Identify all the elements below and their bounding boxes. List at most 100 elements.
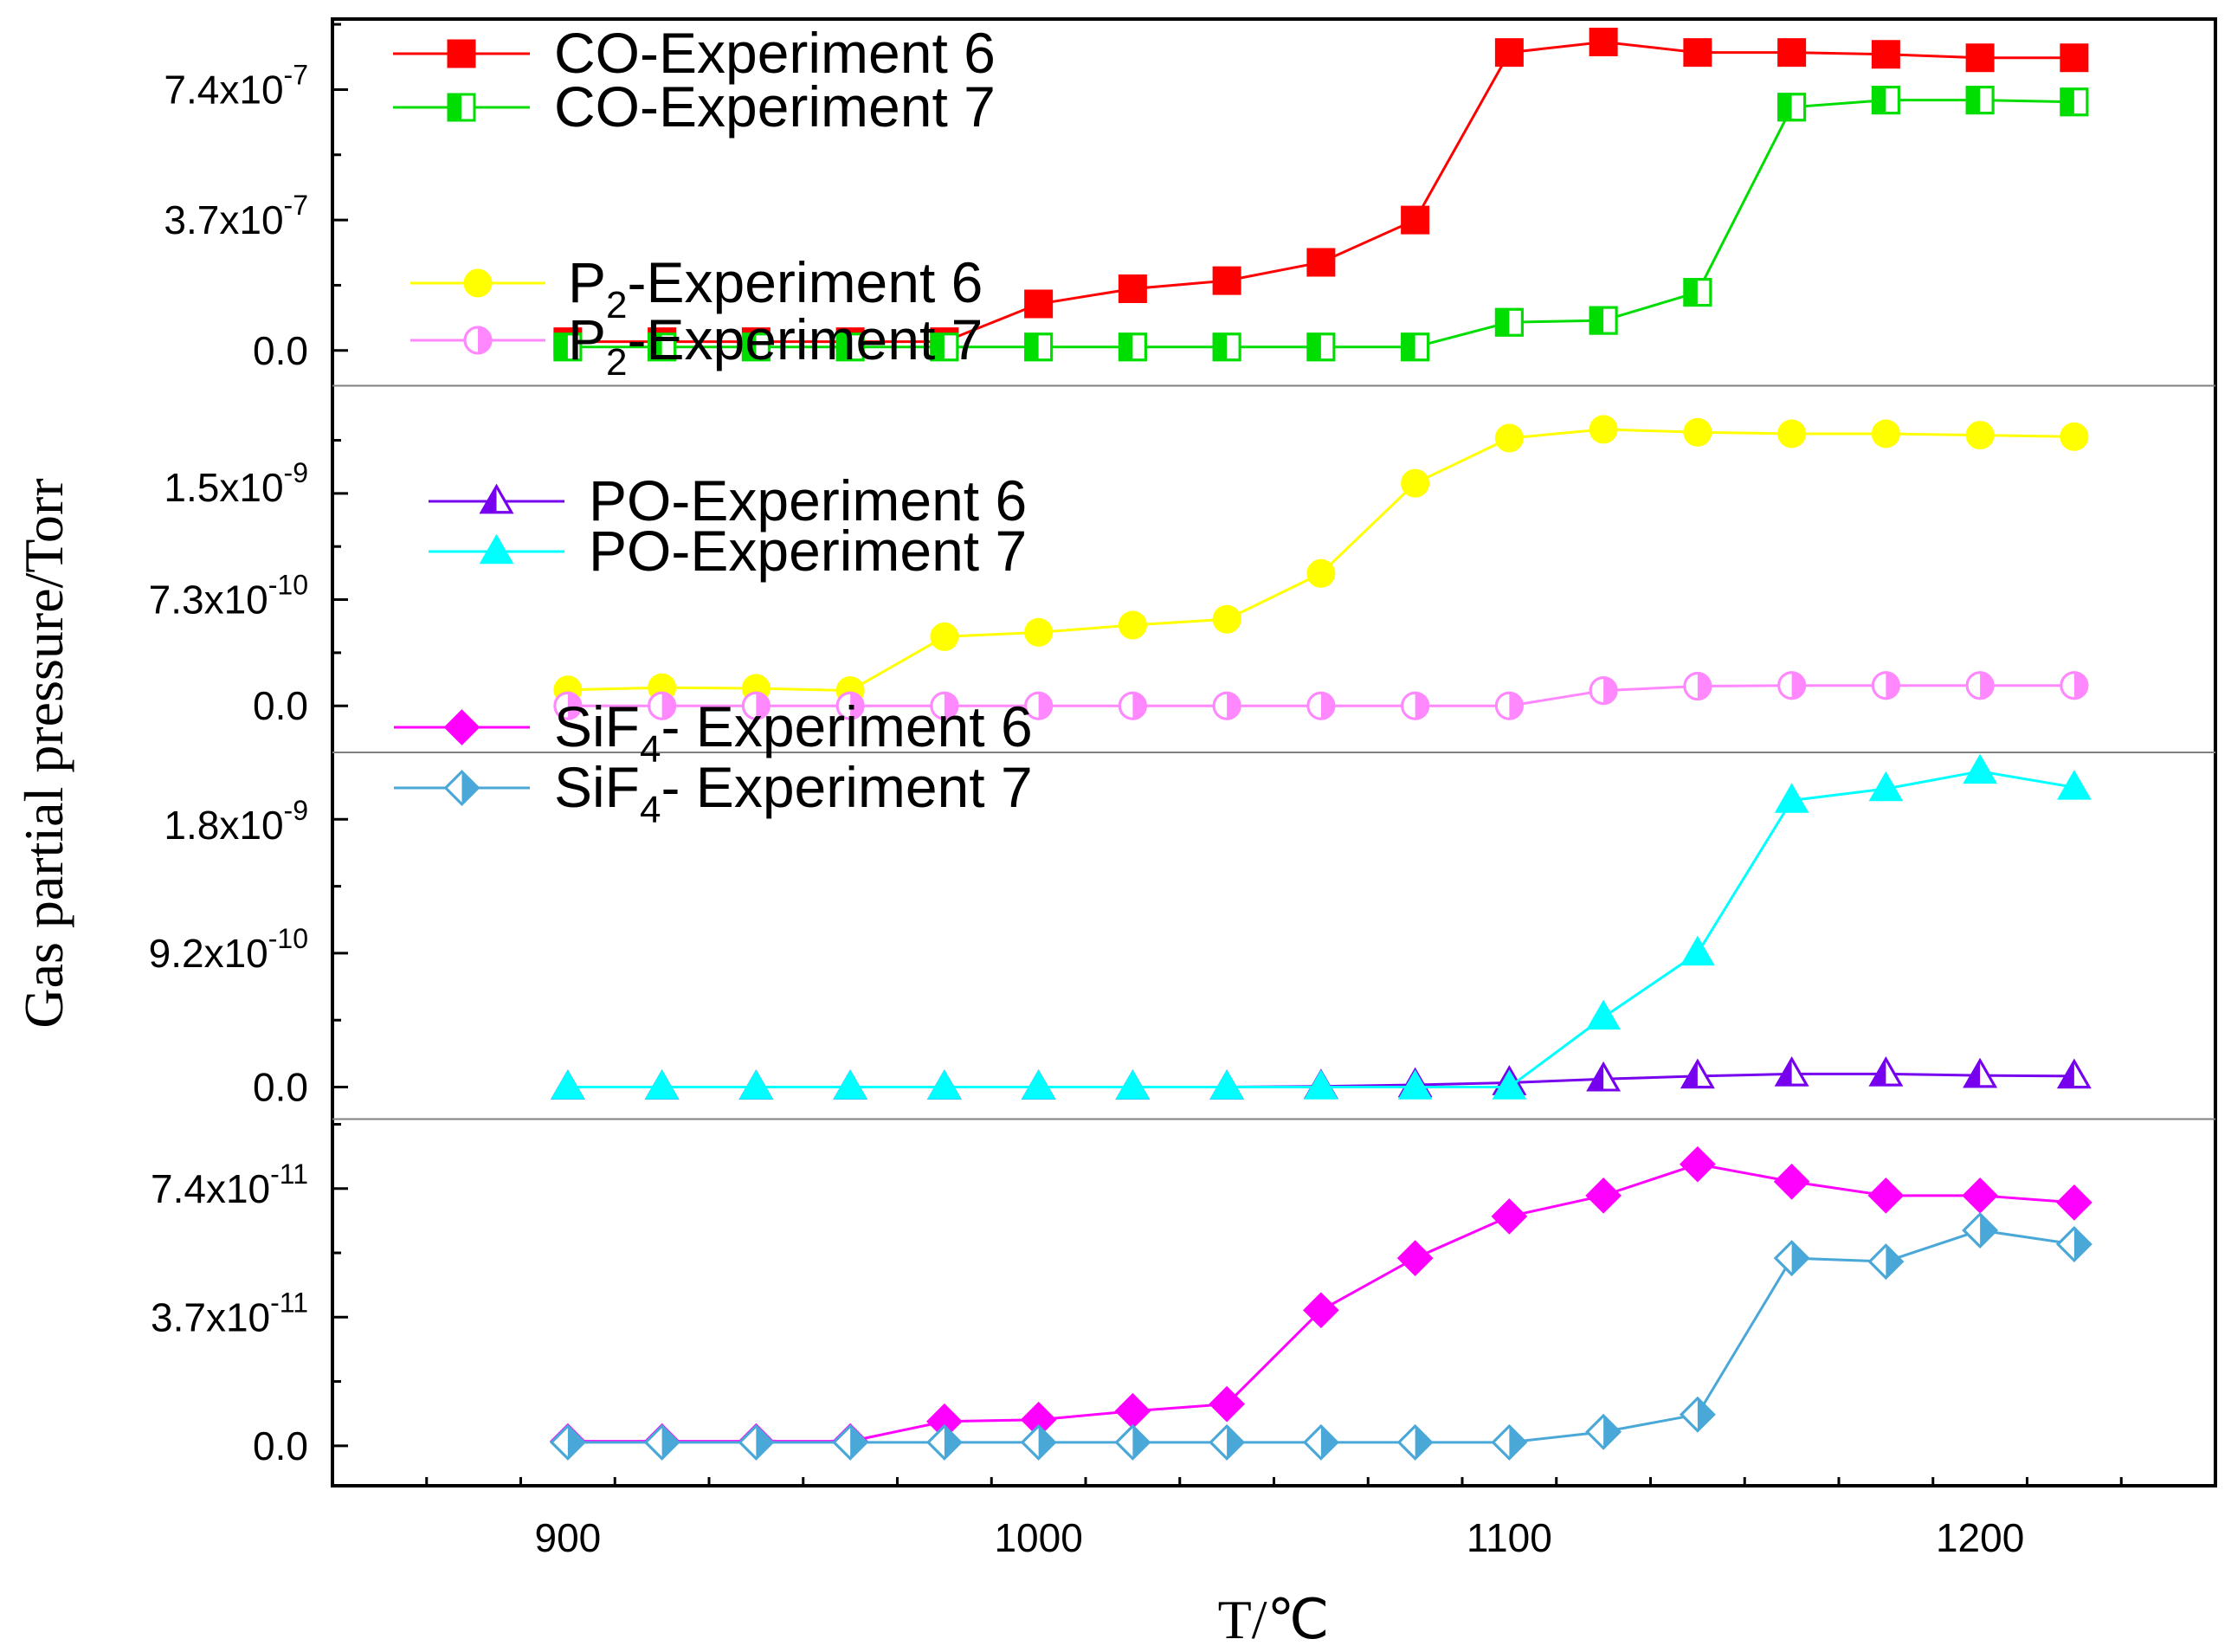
marker-shape: [1492, 1069, 1527, 1100]
x-tick-label: 1000: [994, 1515, 1082, 1560]
data-point: [1212, 604, 1241, 634]
legend-text: CO-Experiment 7: [554, 74, 996, 139]
data-point: [832, 1423, 869, 1461]
y-tick-label: 7.3x10-10: [149, 570, 308, 623]
marker-half-fill: [1873, 87, 1886, 113]
y-tick-exponent: -9: [284, 795, 308, 826]
marker-outline: [1585, 1413, 1622, 1450]
marker-shape: [1401, 205, 1430, 235]
y-tick-label: 1.8x10-9: [164, 795, 308, 848]
data-point: [1024, 617, 1054, 647]
marker-shape: [1304, 1069, 1338, 1100]
data-point: [1867, 1177, 1905, 1214]
marker-half-fill: [1980, 672, 1994, 699]
marker-outline: [1118, 332, 1147, 362]
marker-outline: [930, 332, 959, 362]
data-point: [1492, 1069, 1527, 1100]
marker-outline: [930, 691, 959, 720]
legend-text-rest: - Experiment 6: [661, 694, 1032, 758]
marker-shape: [1397, 1069, 1433, 1100]
marker-shape: [2057, 770, 2092, 800]
data-point: [1118, 274, 1147, 304]
legend-text: P: [568, 250, 606, 314]
data-point: [1963, 753, 1997, 784]
data-point: [1589, 306, 1618, 335]
marker-half-fill: [1227, 693, 1241, 720]
marker-outline: [1777, 93, 1807, 122]
marker-outline: [1963, 1057, 1997, 1088]
marker-half-fill: [756, 693, 770, 720]
data-point: [643, 1423, 680, 1461]
marker-shape: [1963, 753, 1997, 784]
data-point: [833, 1069, 867, 1100]
legend-label: SiF4- Experiment 6: [554, 694, 1033, 771]
marker-outline: [2060, 87, 2089, 117]
y-tick-label: 0.0: [253, 683, 308, 728]
marker-shape: [1868, 771, 1904, 802]
data-point: [553, 332, 583, 362]
marker-half-fill: [1509, 693, 1523, 720]
legend-marker: [443, 770, 480, 806]
data-point: [1024, 289, 1054, 319]
data-point: [1306, 558, 1336, 588]
marker-outline: [1396, 1423, 1434, 1461]
marker-half-fill: [1307, 333, 1321, 360]
marker-half-fill: [1119, 333, 1133, 360]
marker-outline: [550, 1423, 586, 1461]
legend-text: SiF: [554, 755, 640, 819]
marker-shape: [1680, 1145, 1716, 1183]
marker-half-fill: [1791, 672, 1805, 699]
marker-outline: [1965, 86, 1995, 115]
data-point: [1871, 671, 1900, 700]
data-point: [835, 691, 865, 720]
marker-half-fill: [2060, 88, 2074, 115]
marker-shape: [1871, 40, 1900, 69]
marker-shape: [447, 39, 476, 68]
data-point: [1867, 1243, 1905, 1280]
marker-outline: [553, 332, 583, 362]
marker-shape: [551, 1069, 585, 1100]
data-point: [1494, 423, 1524, 453]
data-point: [926, 1423, 963, 1461]
marker-shape: [1212, 266, 1241, 295]
marker-shape: [1118, 274, 1147, 304]
marker-shape: [2060, 43, 2089, 73]
marker-shape: [1965, 421, 1995, 450]
marker-outline: [1118, 691, 1147, 720]
marker-outline: [1491, 1423, 1528, 1461]
data-point: [1868, 771, 1904, 802]
y-tick-exponent: -11: [270, 1287, 308, 1318]
legends: CO-Experiment 6CO-Experiment 7 P2-Experim…: [393, 21, 1033, 831]
data-point: [1118, 691, 1147, 720]
marker-half-fill: [1967, 87, 1981, 113]
marker-half-fill: [478, 327, 491, 353]
data-point: [2060, 43, 2089, 73]
data-point: [1303, 1292, 1339, 1329]
y-tick-exponent: -9: [284, 457, 308, 488]
data-point: [1396, 1423, 1434, 1461]
data-point: [1680, 935, 1715, 966]
marker-outline: [926, 1423, 963, 1461]
marker-shape: [1585, 1177, 1622, 1214]
data-point: [1401, 468, 1430, 498]
data-point: [1494, 38, 1524, 68]
data-point: [1589, 676, 1618, 706]
marker-half-fill: [1778, 94, 1792, 120]
marker-shape: [927, 1069, 962, 1100]
data-point: [1212, 691, 1241, 720]
data-point: [2057, 770, 2092, 800]
data-point: [1871, 40, 1900, 69]
marker-half-fill: [944, 693, 958, 720]
y-tick-base: 7.4x10: [151, 1166, 270, 1211]
x-tick-label: 1100: [1467, 1515, 1552, 1560]
data-point: [1589, 415, 1618, 444]
marker-shape: [2056, 1184, 2092, 1221]
marker-shape: [738, 1069, 774, 1100]
y-tick-base: 0.0: [253, 1423, 308, 1468]
marker-outline: [1871, 86, 1900, 115]
data-point: [2060, 671, 2089, 700]
marker-half-fill: [661, 693, 675, 720]
y-axis-title: Gas partial pressure/Torr: [13, 478, 74, 1028]
legend-label: SiF4- Experiment 7: [554, 755, 1033, 831]
data-point: [930, 691, 959, 720]
